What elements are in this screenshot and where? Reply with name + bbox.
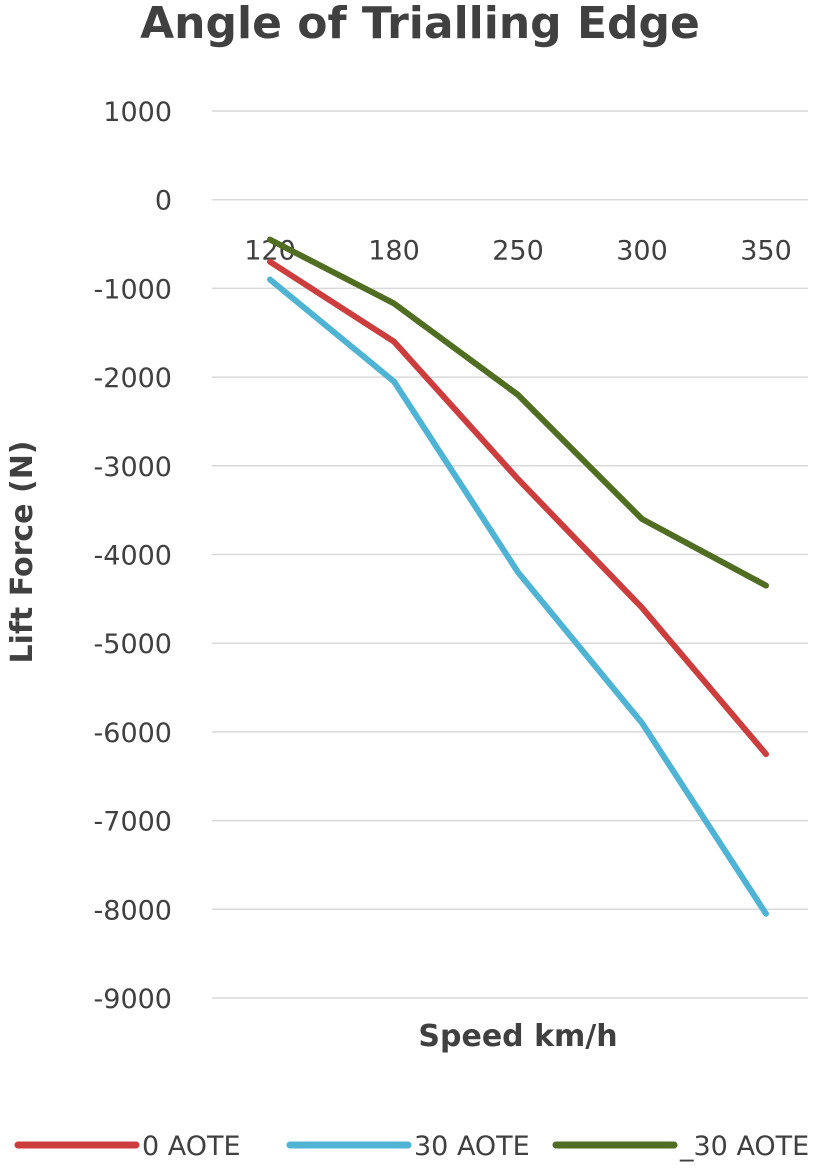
series-lines <box>267 236 769 917</box>
chart-title: Angle of Trialling Edge <box>140 0 700 49</box>
series-line-2 <box>267 236 769 589</box>
x-tick-labels: 120 180 250 300 350 <box>244 236 792 267</box>
x-tick-label: 350 <box>740 236 792 267</box>
y-tick-label: -2000 <box>94 363 172 394</box>
legend: 0 AOTE 30 AOTE _30 AOTE <box>14 1131 809 1162</box>
y-tick-label: -1000 <box>94 274 172 305</box>
y-tick-label: -9000 <box>94 984 172 1015</box>
y-tick-label: 0 <box>155 186 172 217</box>
x-axis-label: Speed km/h <box>418 1019 617 1054</box>
y-tick-label: 1000 <box>103 97 172 128</box>
series-line-0 <box>267 258 769 758</box>
y-tick-labels: 1000 0 -1000 -2000 -3000 -4000 -5000 -6000 -7000… <box>94 97 172 1015</box>
x-tick-label: 300 <box>616 236 668 267</box>
y-tick-label: -6000 <box>94 718 172 749</box>
y-tick-label: -7000 <box>94 807 172 838</box>
y-tick-label: -3000 <box>94 452 172 483</box>
y-axis-label: Lift Force (N) <box>5 440 40 663</box>
legend-label: _30 AOTE <box>679 1131 809 1162</box>
legend-label: 0 AOTE <box>142 1131 241 1162</box>
y-tick-label: -5000 <box>94 629 172 660</box>
y-tick-label: -4000 <box>94 541 172 572</box>
legend-label: 30 AOTE <box>414 1131 530 1162</box>
x-tick-label: 250 <box>492 236 544 267</box>
y-tick-label: -8000 <box>94 895 172 926</box>
x-tick-label: 180 <box>368 236 420 267</box>
series-line-1 <box>267 276 769 917</box>
